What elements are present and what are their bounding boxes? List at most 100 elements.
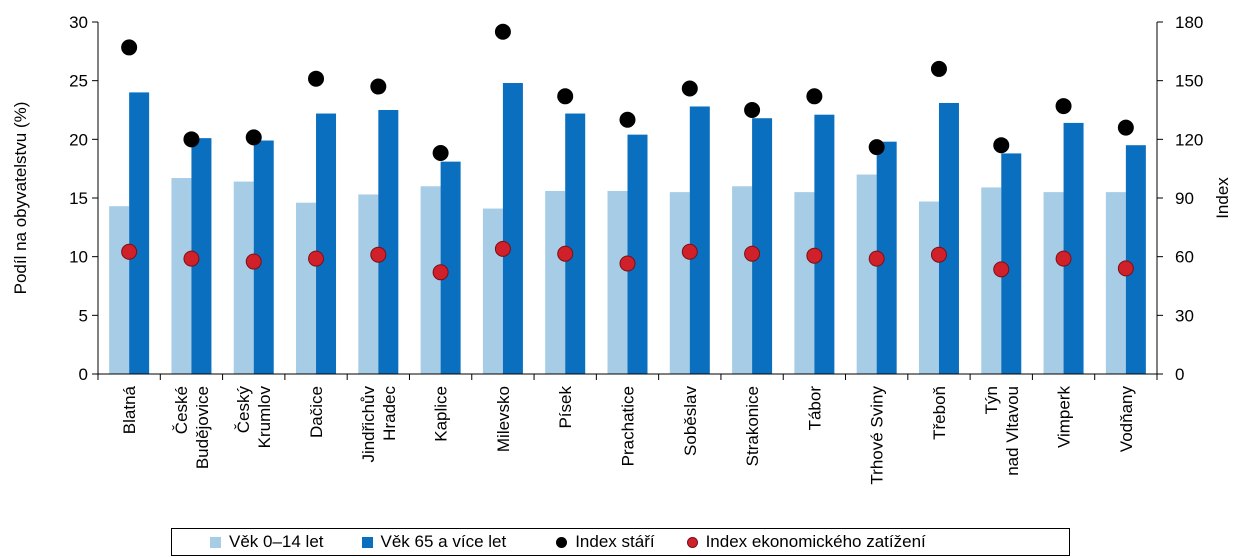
x-tick-label-line-1-0: České bbox=[172, 386, 191, 434]
bar-age-65-plus-5 bbox=[440, 161, 461, 374]
point-index-ekonomickeho-zatizeni-15 bbox=[1055, 250, 1072, 267]
point-index-ekonomickeho-zatizeni-1 bbox=[183, 250, 200, 267]
x-tick-label-line-1-1: Budějovice bbox=[193, 386, 212, 469]
chart-svg: 0 5 10 15 20 25 30 0 30 60 90 120 150 180 Blatná České B… bbox=[11, 13, 1232, 485]
y-tick-label-left-4: 20 bbox=[69, 130, 88, 149]
x-tick-label-line-8-0: Prachatice bbox=[619, 386, 638, 466]
bar-age-65-plus-2 bbox=[253, 140, 274, 374]
legend-marker-index-stari bbox=[556, 536, 568, 548]
x-tick-label-line-7-0: Písek bbox=[556, 386, 575, 429]
point-index-stari-6 bbox=[494, 23, 511, 40]
x-tick-label-11: Tábor bbox=[805, 386, 824, 431]
x-tick-label-4: Jindřichův Hradec bbox=[359, 386, 399, 463]
legend-item-index-stari: Index stáří bbox=[556, 532, 655, 552]
legend-item-age-65-plus: Věk 65 a více let bbox=[361, 532, 506, 552]
legend-swatch-age-0-14 bbox=[210, 536, 221, 548]
x-tick-label-line-13-0: Třeboň bbox=[930, 386, 949, 440]
x-tick-label-line-10-0: Strakonice bbox=[743, 386, 762, 466]
bar-age-0-14-1 bbox=[171, 178, 192, 374]
point-index-stari-4 bbox=[370, 78, 387, 95]
point-index-ekonomickeho-zatizeni-16 bbox=[1117, 260, 1134, 277]
x-tick-label-line-11-0: Tábor bbox=[805, 386, 824, 431]
x-tick-label-12: Trhové Sviny bbox=[868, 386, 887, 485]
y-tick-label-left-0: 0 bbox=[79, 365, 88, 384]
bar-age-65-plus-14 bbox=[1001, 153, 1022, 374]
x-tick-label-10: Strakonice bbox=[743, 386, 762, 466]
point-index-stari-14 bbox=[993, 137, 1010, 154]
y-tick-label-right-5: 150 bbox=[1175, 72, 1203, 91]
legend-swatch-age-65-plus bbox=[361, 536, 373, 548]
legend-item-index-ekonomickeho-zatizeni: Index ekonomického zatížení bbox=[686, 532, 926, 552]
bar-age-65-plus-12 bbox=[876, 141, 897, 374]
x-tick-label-0: Blatná bbox=[120, 385, 139, 434]
x-tick-label-16: Vodňany bbox=[1117, 386, 1136, 453]
bar-age-65-plus-8 bbox=[627, 134, 648, 374]
x-tick-label-line-2-0: Český bbox=[234, 386, 253, 434]
y-tick-label-right-0: 0 bbox=[1175, 365, 1184, 384]
bar-age-65-plus-4 bbox=[378, 110, 399, 374]
x-tick-label-14: Týn nad Vltavou bbox=[982, 386, 1022, 476]
x-tick-label-line-12-0: Trhové Sviny bbox=[868, 386, 887, 485]
bar-age-0-14-0 bbox=[109, 206, 130, 374]
x-tick-label-7: Písek bbox=[556, 386, 575, 429]
bar-age-0-14-12 bbox=[856, 174, 877, 374]
bar-age-65-plus-9 bbox=[689, 106, 710, 374]
bar-age-65-plus-0 bbox=[129, 92, 150, 375]
bar-age-0-14-4 bbox=[358, 194, 379, 374]
legend: Věk 0–14 let Věk 65 a více let Index stá… bbox=[171, 528, 1070, 556]
point-index-stari-0 bbox=[121, 39, 138, 56]
legend-label-index-stari: Index stáří bbox=[575, 532, 655, 551]
x-tick-label-line-3-0: Dačice bbox=[307, 386, 326, 438]
legend-label-age-0-14: Věk 0–14 let bbox=[229, 532, 324, 551]
x-tick-label-line-4-1: Hradec bbox=[380, 386, 399, 441]
point-index-ekonomickeho-zatizeni-11 bbox=[806, 247, 823, 264]
x-tick-label-5: Kaplice bbox=[432, 386, 451, 442]
y-tick-label-left-3: 15 bbox=[69, 189, 88, 208]
point-index-ekonomickeho-zatizeni-6 bbox=[494, 240, 511, 257]
bar-age-65-plus-13 bbox=[938, 102, 959, 375]
point-index-stari-2 bbox=[245, 129, 262, 146]
point-index-stari-16 bbox=[1117, 119, 1134, 136]
point-index-ekonomickeho-zatizeni-4 bbox=[370, 246, 387, 263]
x-tick-label-line-16-0: Vodňany bbox=[1117, 386, 1136, 453]
bar-age-0-14-5 bbox=[420, 186, 441, 374]
bar-age-0-14-11 bbox=[794, 192, 815, 374]
legend-label-index-ekonomickeho-zatizeni: Index ekonomického zatížení bbox=[705, 532, 926, 551]
y-tick-label-left-1: 5 bbox=[79, 306, 88, 325]
y-axis-title-right: Index bbox=[1213, 177, 1232, 219]
x-tick-label-line-15-0: Vimperk bbox=[1055, 386, 1074, 449]
bar-age-65-plus-3 bbox=[316, 113, 337, 375]
x-tick-label-15: Vimperk bbox=[1055, 386, 1074, 449]
bar-age-0-14-6 bbox=[482, 208, 503, 374]
x-tick-label-9: Soběslav bbox=[681, 386, 700, 456]
x-tick-label-2: Český Krumlov bbox=[234, 386, 274, 449]
x-tick-label-line-9-0: Soběslav bbox=[681, 386, 700, 456]
point-index-stari-11 bbox=[806, 88, 823, 105]
bar-age-0-14-3 bbox=[296, 202, 317, 374]
x-tick-label-line-4-0: Jindřichův bbox=[359, 386, 378, 463]
y-tick-label-right-3: 90 bbox=[1175, 189, 1194, 208]
point-index-stari-3 bbox=[308, 70, 325, 87]
bar-age-0-14-15 bbox=[1043, 192, 1064, 374]
bar-age-0-14-13 bbox=[918, 201, 939, 374]
point-index-ekonomickeho-zatizeni-3 bbox=[308, 250, 325, 267]
x-tick-label-3: Dačice bbox=[307, 386, 326, 438]
bar-age-65-plus-11 bbox=[814, 114, 835, 375]
bar-age-65-plus-15 bbox=[1063, 122, 1084, 374]
point-index-ekonomickeho-zatizeni-10 bbox=[744, 245, 761, 262]
bar-age-0-14-14 bbox=[981, 187, 1002, 374]
x-tick-label-13: Třeboň bbox=[930, 386, 949, 440]
bar-age-0-14-10 bbox=[732, 186, 753, 374]
bar-age-65-plus-10 bbox=[752, 118, 773, 374]
bar-age-0-14-8 bbox=[607, 190, 628, 374]
x-tick-label-8: Prachatice bbox=[619, 386, 638, 466]
point-index-stari-1 bbox=[183, 131, 200, 148]
x-tick-label-line-14-1: nad Vltavou bbox=[1003, 386, 1022, 476]
bar-age-0-14-7 bbox=[545, 190, 566, 374]
bar-age-65-plus-1 bbox=[191, 138, 212, 374]
bar-age-65-plus-16 bbox=[1125, 145, 1146, 374]
point-index-stari-10 bbox=[744, 102, 761, 118]
x-tick-label-line-14-0: Týn bbox=[982, 386, 1001, 414]
legend-item-age-0-14: Věk 0–14 let bbox=[210, 532, 324, 552]
point-index-ekonomickeho-zatizeni-0 bbox=[121, 243, 138, 260]
